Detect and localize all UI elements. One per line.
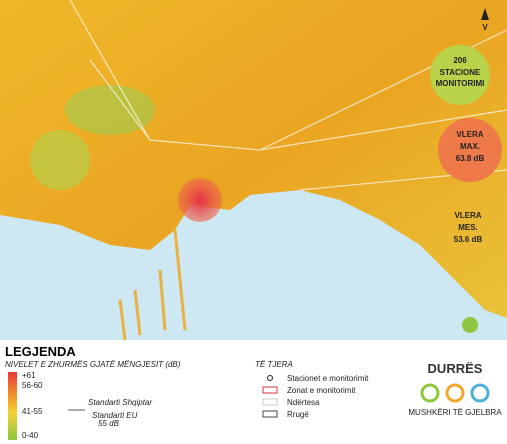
other-title: TË TJERA [255,360,293,369]
level-label: 41-55 [22,407,43,416]
mean-label: MES. [458,223,478,232]
brand-logo [470,383,490,403]
level-label: +61 [22,371,36,380]
station-green [462,317,478,333]
brand-city: DURRËS [428,361,483,376]
legend-panel [0,340,507,444]
other-label: Ndërtesa [287,398,320,407]
max-value: 63.8 dB [456,154,485,163]
stations-label: MONITORIMI [436,79,485,88]
max-label: VLERA [456,130,483,139]
icon-station [267,375,273,381]
other-label: Zonat e monitorimit [287,386,356,395]
icon-building [262,398,278,406]
brand-logo [445,383,465,403]
icon-zone [262,386,278,394]
stations-label: STACIONE [440,68,481,77]
green-zone [65,85,155,135]
hotspot [178,178,222,222]
sea [0,190,507,340]
brand-slogan: MUSHKËRI TË GJELBRA [408,408,502,417]
stations-circle [430,45,490,105]
level-label: 56-60 [22,381,43,390]
north-arrow [481,8,489,20]
standard-label: 55 dB [98,419,120,428]
roads [69,0,507,191]
legend-subtitle: NIVELET E ZHURMËS GJATË MËNGJESIT (dB) [5,360,181,369]
standard-label: Standarti EU [92,411,138,420]
north-label: V [482,23,488,32]
max-circle [438,118,502,182]
legend-title: LEGJENDA [5,344,76,359]
other-label: Rrugë [287,410,309,419]
level-label: 0-40 [22,431,39,440]
stations-count: 206 [453,56,467,65]
standard-label: Standarti Shqiptar [88,398,152,407]
mean-label: VLERA [454,211,481,220]
mean-value: 53.6 dB [454,235,483,244]
piers [118,229,187,341]
green-zone [30,130,90,190]
other-label: Stacionet e monitorimit [287,374,369,383]
legend-scale [8,372,17,440]
max-label: MAX. [460,142,480,151]
icon-road [262,410,278,418]
brand-logo [420,383,440,403]
